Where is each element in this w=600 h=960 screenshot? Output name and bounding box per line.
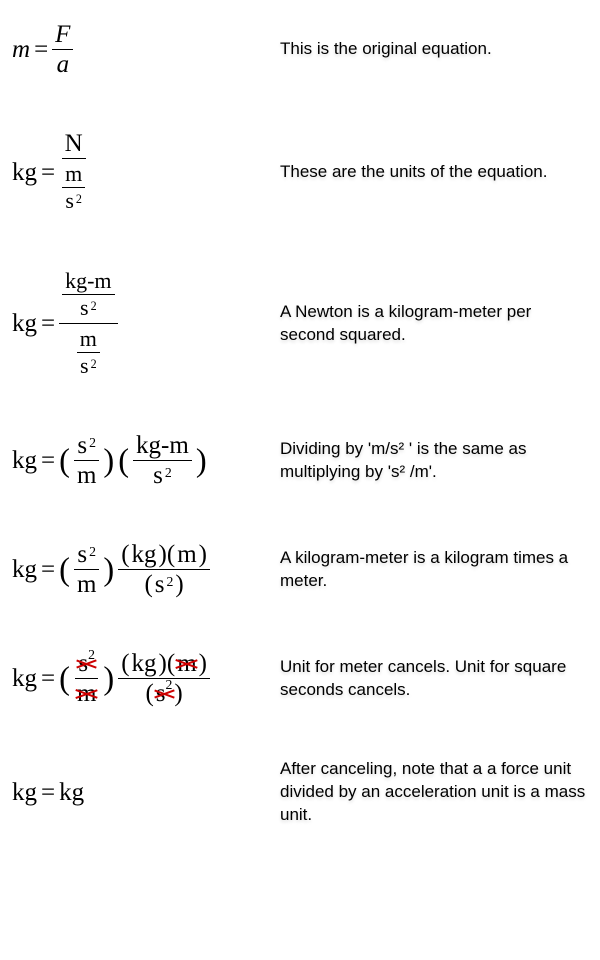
fraction: kg-m s2 bbox=[133, 431, 192, 490]
equals-sign: = bbox=[41, 310, 55, 338]
fraction-inner: m s2 bbox=[77, 326, 100, 379]
cancelled-s2: s2 bbox=[78, 651, 95, 676]
fraction: s2 m bbox=[74, 431, 99, 490]
equation-cell: kg = ( s2 m ) ( kg-m s2 ) bbox=[12, 431, 272, 490]
close-paren: ) bbox=[103, 557, 114, 583]
denominator: s2 bbox=[77, 295, 100, 321]
denominator: a bbox=[54, 50, 73, 79]
equals-sign: = bbox=[34, 36, 48, 64]
numerator: N bbox=[62, 129, 86, 159]
fraction: (kg)(m) (s2) bbox=[118, 540, 210, 599]
explanation: A kilogram-meter is a kilogram times a m… bbox=[272, 547, 588, 593]
explanation: These are the units of the equation. bbox=[272, 161, 588, 184]
denominator: m bbox=[74, 461, 99, 490]
numerator: (kg)(m) bbox=[118, 649, 210, 679]
cancelled-s2: s2 bbox=[156, 681, 173, 706]
explanation: A Newton is a kilogram-meter per second … bbox=[272, 301, 588, 347]
fraction-inner: m s2 bbox=[62, 161, 85, 214]
numerator: s2 bbox=[74, 431, 99, 461]
numerator: m bbox=[62, 161, 85, 188]
denominator: m bbox=[74, 679, 99, 708]
lhs: m bbox=[12, 36, 30, 64]
fraction: s2 m bbox=[74, 649, 99, 708]
fraction-outer: N m s2 bbox=[59, 129, 88, 216]
close-paren: ) bbox=[196, 448, 207, 474]
denominator: (s2) bbox=[142, 679, 185, 708]
equation-cell: m = F a bbox=[12, 20, 272, 79]
denominator: (s2) bbox=[141, 570, 186, 599]
denominator: m s2 bbox=[59, 159, 88, 216]
open-paren: ( bbox=[59, 666, 70, 692]
equation: kg = kg-m s2 m s2 bbox=[12, 266, 118, 381]
explanation: Unit for meter cancels. Unit for square … bbox=[272, 656, 588, 702]
explanation: This is the original equation. bbox=[272, 38, 588, 61]
equation: kg = ( s2 m ) ( kg-m s2 ) bbox=[12, 431, 207, 490]
numerator: (kg)(m) bbox=[118, 540, 210, 570]
cancelled-m: m bbox=[77, 681, 96, 706]
denominator: s2 bbox=[62, 188, 85, 214]
open-paren: ( bbox=[59, 448, 70, 474]
fraction-outer: kg-m s2 m s2 bbox=[59, 266, 117, 381]
open-paren: ( bbox=[118, 448, 129, 474]
equals-sign: = bbox=[41, 779, 55, 807]
equation-cell: kg = kg-m s2 m s2 bbox=[12, 266, 272, 381]
derivation-row: kg = ( s2 m ) (kg)(m) (s2) Unit bbox=[12, 649, 588, 708]
lhs: kg bbox=[12, 779, 37, 807]
equation-cell: kg = N m s2 bbox=[12, 129, 272, 216]
numerator: m bbox=[77, 326, 100, 353]
denominator: m bbox=[74, 570, 99, 599]
numerator: s2 bbox=[75, 649, 98, 679]
equals-sign: = bbox=[41, 556, 55, 584]
equation-cell: kg = ( s2 m ) (kg)(m) (s2) bbox=[12, 649, 272, 708]
fraction-inner: kg-m s2 bbox=[62, 268, 114, 321]
fraction: (kg)(m) (s2) bbox=[118, 649, 210, 708]
numerator: s2 bbox=[74, 540, 99, 570]
close-paren: ) bbox=[103, 666, 114, 692]
numerator: kg-m s2 bbox=[59, 266, 117, 324]
derivation-row: kg = N m s2 These are the units of the e… bbox=[12, 129, 588, 216]
rhs: kg bbox=[59, 779, 84, 807]
cancelled-m: m bbox=[177, 651, 196, 676]
explanation: Dividing by 'm/s² ' is the same as multi… bbox=[272, 438, 588, 484]
open-paren: ( bbox=[59, 557, 70, 583]
denominator: s2 bbox=[77, 353, 100, 379]
lhs: kg bbox=[12, 556, 37, 584]
lhs: kg bbox=[12, 159, 37, 187]
fraction: s2 m bbox=[74, 540, 99, 599]
numerator: kg-m bbox=[133, 431, 192, 461]
equals-sign: = bbox=[41, 159, 55, 187]
close-paren: ) bbox=[103, 448, 114, 474]
lhs: kg bbox=[12, 310, 37, 338]
equation-cell: kg = kg bbox=[12, 779, 272, 807]
equation: m = F a bbox=[12, 20, 73, 79]
derivation-row: m = F a This is the original equation. bbox=[12, 20, 588, 79]
numerator: kg-m bbox=[62, 268, 114, 295]
fraction: F a bbox=[52, 20, 73, 79]
explanation: After canceling, note that a a force uni… bbox=[272, 758, 588, 827]
denominator: s2 bbox=[150, 461, 175, 490]
derivation-row: kg = kg After canceling, note that a a f… bbox=[12, 758, 588, 827]
equation: kg = N m s2 bbox=[12, 129, 88, 216]
numerator: F bbox=[52, 20, 73, 50]
derivation-row: kg = ( s2 m ) ( kg-m s2 ) Dividing by 'm… bbox=[12, 431, 588, 490]
equals-sign: = bbox=[41, 447, 55, 475]
equation-cell: kg = ( s2 m ) (kg)(m) (s2) bbox=[12, 540, 272, 599]
equation: kg = ( s2 m ) (kg)(m) (s2) bbox=[12, 540, 210, 599]
derivation-row: kg = kg-m s2 m s2 bbox=[12, 266, 588, 381]
denominator: m s2 bbox=[74, 324, 103, 381]
lhs: kg bbox=[12, 447, 37, 475]
equation: kg = kg bbox=[12, 779, 84, 807]
lhs: kg bbox=[12, 665, 37, 693]
equals-sign: = bbox=[41, 665, 55, 693]
derivation-row: kg = ( s2 m ) (kg)(m) (s2) A kilogram-me… bbox=[12, 540, 588, 599]
equation: kg = ( s2 m ) (kg)(m) (s2) bbox=[12, 649, 210, 708]
